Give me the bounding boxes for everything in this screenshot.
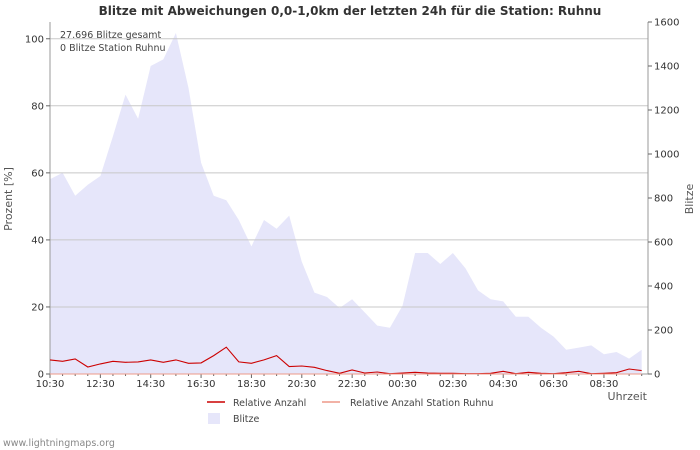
tick-label-x-0230: 02:30 [438, 379, 467, 390]
series-line-relative-anzahl [49, 346, 642, 375]
tick-label-right-1200: 1200 [654, 106, 679, 117]
x-axis-label: Uhrzeit [608, 390, 648, 403]
info-station-strikes: 0 Blitze Station Ruhnu [60, 43, 166, 54]
tick-label-x-2030: 20:30 [287, 379, 316, 390]
tick-label-right-1600: 1600 [654, 18, 679, 29]
legend-item-blitze[interactable]: Blitze [208, 413, 260, 425]
y-axis-label-left: Prozent [%] [2, 167, 15, 231]
legend-label-relative-anzahl: Relative Anzahl [233, 398, 306, 409]
credit-text[interactable]: www.lightningmaps.org [3, 438, 115, 449]
legend-item-relative-anzahl-station[interactable]: Relative Anzahl Station Ruhnu [322, 398, 493, 409]
tick-label-x-1830: 18:30 [237, 379, 266, 390]
legend-swatch-blitze [208, 413, 220, 424]
series-area-blitze [50, 33, 642, 374]
legend: Relative Anzahl Relative Anzahl Station … [207, 398, 493, 425]
tick-label-right-600: 600 [654, 238, 673, 249]
tick-label-right-200: 200 [654, 326, 673, 337]
tick-label-right-1400: 1400 [654, 62, 679, 73]
tick-label-x-1230: 12:30 [86, 379, 115, 390]
tick-label-right-400: 400 [654, 282, 673, 293]
tick-label-left-60: 60 [31, 168, 44, 179]
plot-area: 0204060801000200400600800100012001400160… [25, 18, 680, 391]
tick-label-x-0430: 04:30 [489, 379, 518, 390]
chart-title: Blitze mit Abweichungen 0,0-1,0km der le… [99, 4, 602, 18]
tick-label-left-40: 40 [31, 235, 44, 246]
y-axis-label-right: Blitze [683, 184, 696, 215]
info-total-strikes: 27.696 Blitze gesamt [60, 30, 162, 41]
legend-label-relative-anzahl-station: Relative Anzahl Station Ruhnu [350, 398, 493, 409]
tick-label-left-0: 0 [38, 370, 44, 381]
tick-label-left-80: 80 [31, 101, 44, 112]
tick-label-left-20: 20 [31, 302, 44, 313]
legend-label-blitze: Blitze [233, 414, 260, 425]
tick-label-x-1030: 10:30 [36, 379, 65, 390]
tick-label-x-0030: 00:30 [388, 379, 417, 390]
legend-item-relative-anzahl[interactable]: Relative Anzahl [207, 398, 306, 409]
tick-label-x-1430: 14:30 [136, 379, 165, 390]
tick-label-right-0: 0 [654, 370, 660, 381]
tick-label-x-0630: 06:30 [539, 379, 568, 390]
tick-label-x-0830: 08:30 [590, 379, 619, 390]
tick-label-left-100: 100 [25, 34, 44, 45]
tick-label-x-1630: 16:30 [187, 379, 216, 390]
tick-label-x-2230: 22:30 [338, 379, 367, 390]
tick-label-right-1000: 1000 [654, 150, 679, 161]
tick-label-right-800: 800 [654, 194, 673, 205]
